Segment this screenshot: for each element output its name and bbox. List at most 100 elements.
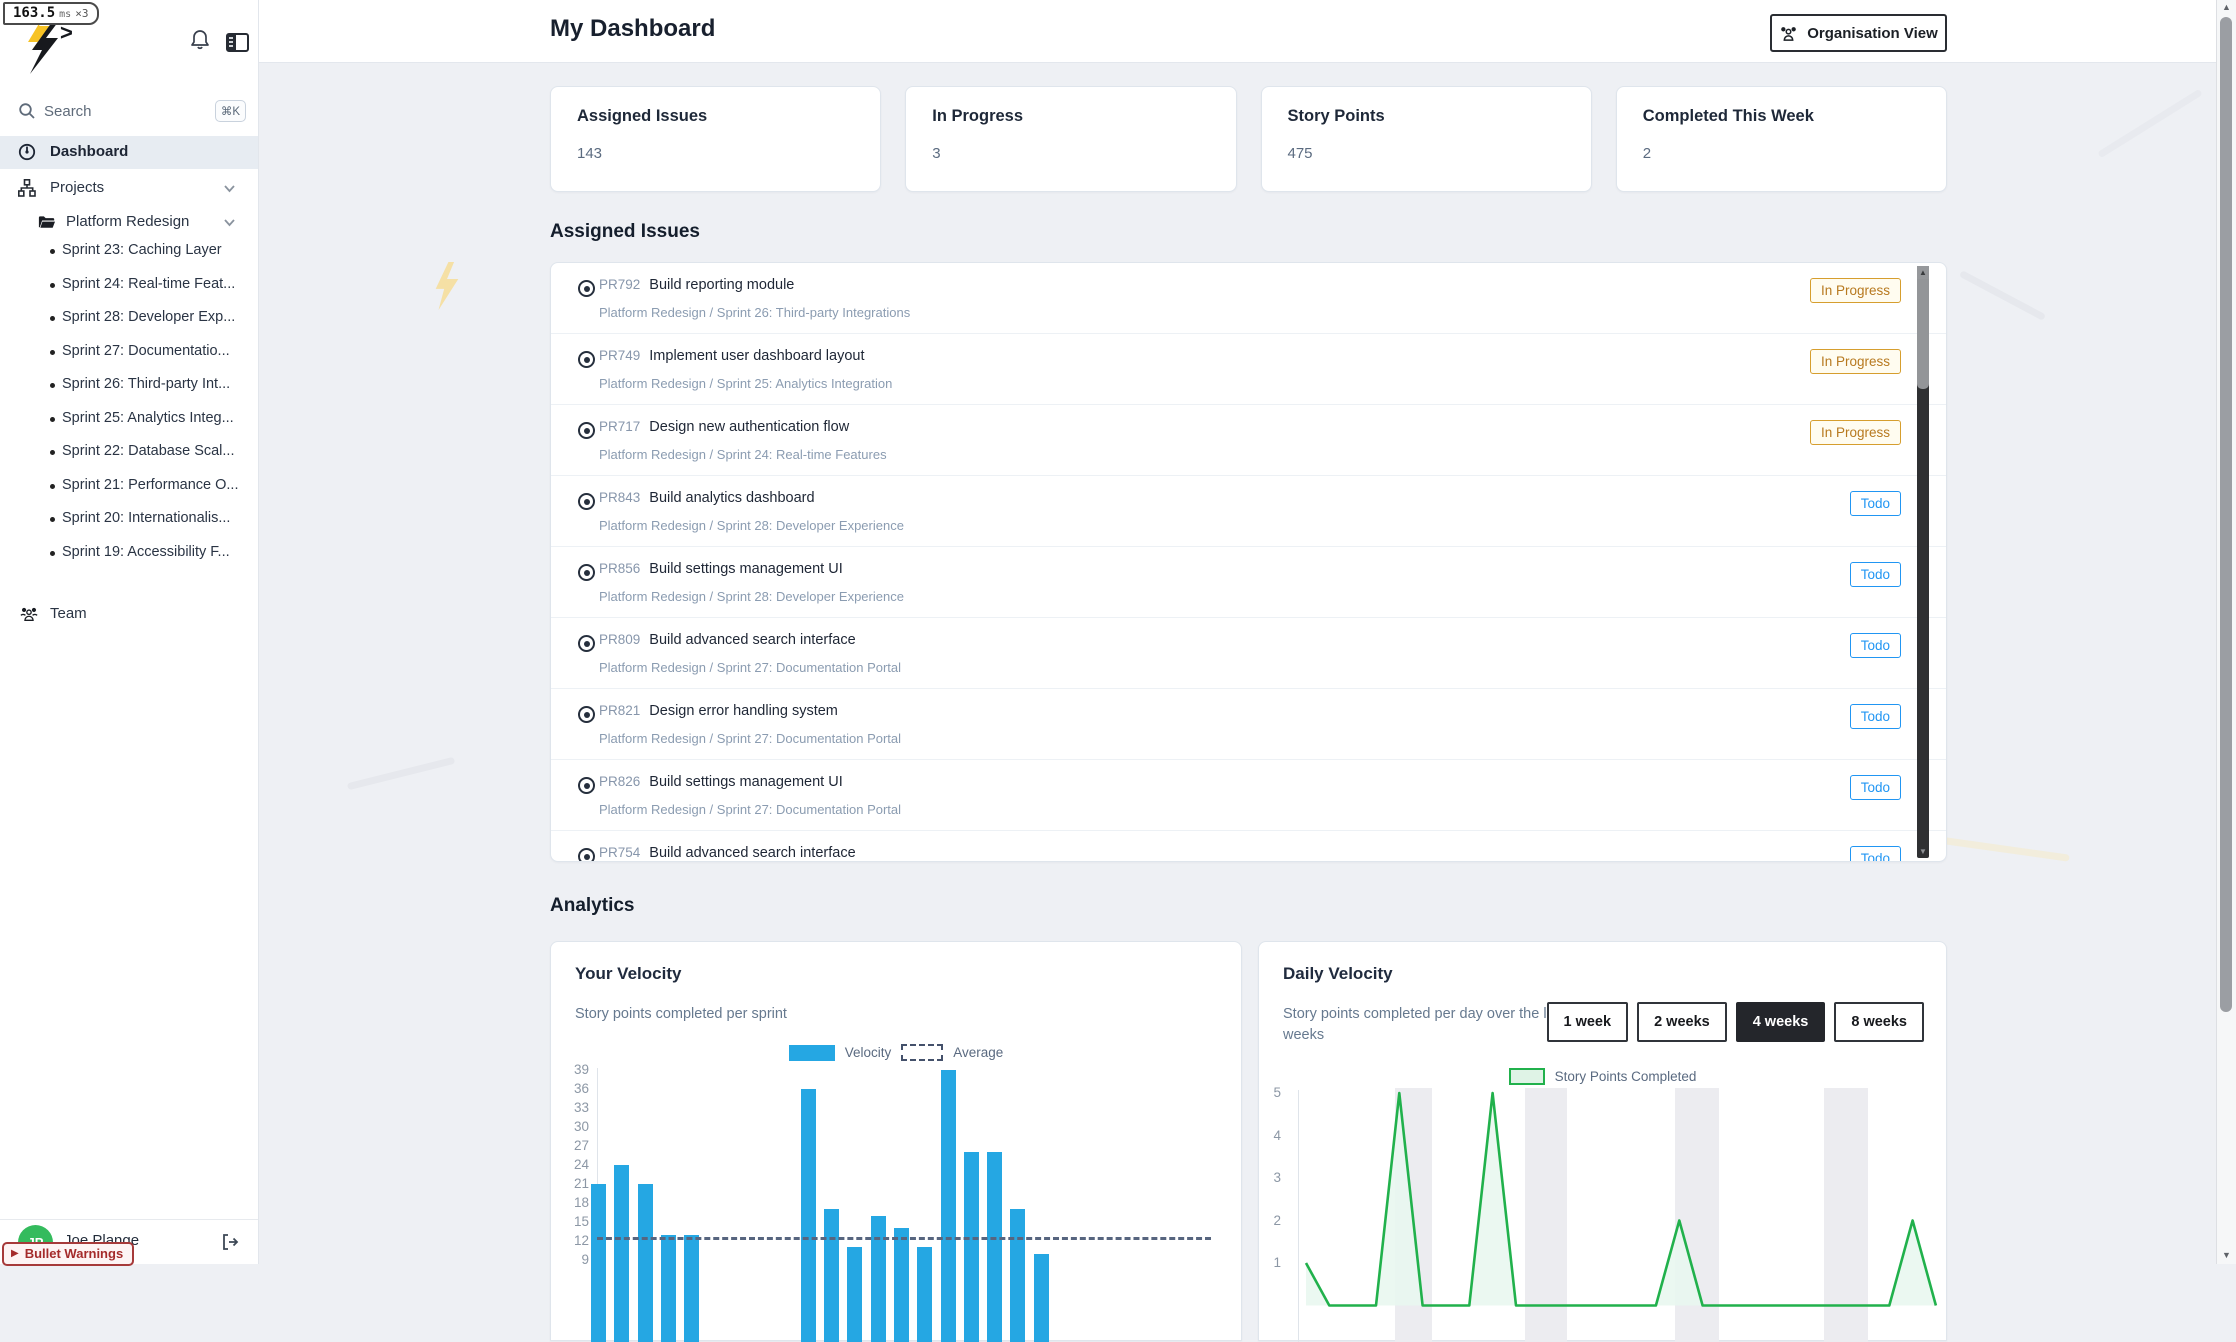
range-button[interactable]: 4 weeks (1736, 1002, 1826, 1042)
team-people-icon (20, 605, 38, 623)
issue-id: PR749 (599, 348, 640, 363)
logout-icon[interactable] (220, 1232, 240, 1252)
bullet-dot (50, 283, 55, 288)
issue-row[interactable]: PR821Design error handling system Platfor… (551, 689, 1946, 760)
range-button[interactable]: 8 weeks (1834, 1002, 1924, 1042)
y-axis-tick: 9 (551, 1252, 589, 1267)
issue-status-icon (578, 280, 595, 297)
sidebar-item-platform-redesign[interactable]: Platform Redesign (0, 206, 258, 239)
stat-value: 2 (1643, 145, 1920, 162)
notifications-bell-icon[interactable] (188, 28, 212, 52)
y-axis-tick: 36 (551, 1081, 589, 1096)
stat-label: In Progress (932, 107, 1209, 126)
search-shortcut: ⌘K (215, 100, 246, 122)
issue-row[interactable]: PR843Build analytics dashboardPlatform R… (551, 476, 1946, 547)
organisation-view-button[interactable]: Organisation View (1770, 14, 1947, 52)
issue-title-line: PR826 Build settings management UI (599, 774, 843, 790)
stat-value: 475 (1288, 145, 1565, 162)
velocity-bar (638, 1184, 653, 1342)
scroll-up-arrow-icon[interactable]: ▲ (1917, 266, 1929, 279)
issue-row[interactable]: PR754Build advanced search interfacePlat… (551, 831, 1946, 862)
stat-value: 3 (932, 145, 1209, 162)
sidebar-item-label: Projects (50, 179, 104, 196)
range-button[interactable]: 2 weeks (1637, 1002, 1727, 1042)
y-axis-tick: 15 (551, 1214, 589, 1229)
sprint-label: Sprint 19: Accessibility F... (62, 544, 230, 560)
bullet-dot (50, 417, 55, 422)
sidebar-item-sprint[interactable]: Sprint 28: Developer Exp... (0, 308, 258, 338)
sidebar-item-sprint[interactable]: Sprint 19: Accessibility F... (0, 543, 258, 573)
decor-slash (1959, 270, 2046, 321)
velocity-bar (871, 1216, 886, 1342)
sidebar-item-projects[interactable]: Projects (0, 172, 258, 205)
sidebar-item-sprint[interactable]: Sprint 20: Internationalis... (0, 509, 258, 539)
projects-hierarchy-icon (18, 179, 36, 197)
issue-title-line: PR856Build settings management UI (599, 561, 843, 577)
issue-id: PR826 (599, 774, 640, 789)
y-axis-tick: 12 (551, 1233, 589, 1248)
issue-title-line: PR821Design error handling system (599, 703, 838, 719)
velocity-bar (847, 1247, 862, 1342)
issues-scrollbar[interactable]: ▲ ▼ (1917, 266, 1929, 858)
issue-path: Platform Redesign / Sprint 24: Real-time… (599, 447, 887, 462)
status-badge: In Progress (1810, 420, 1901, 445)
sprint-label: Sprint 24: Real-time Feat... (62, 276, 235, 292)
issues-scrollbar-thumb[interactable] (1917, 279, 1929, 389)
y-axis-tick: 33 (551, 1100, 589, 1115)
organisation-view-label: Organisation View (1807, 25, 1938, 42)
bullet-dot (50, 517, 55, 522)
scroll-down-arrow-icon[interactable]: ▼ (1917, 845, 1929, 858)
issue-status-icon (578, 351, 595, 368)
sidebar-item-team[interactable]: Team (0, 598, 258, 631)
sidebar-item-sprint[interactable]: Sprint 23: Caching Layer (0, 241, 258, 271)
search-placeholder: Search (44, 103, 92, 120)
issue-row[interactable]: PR826Build settings management UIPlatfor… (551, 760, 1946, 831)
page-scrollbar[interactable]: ▲ ▼ (2216, 0, 2236, 1264)
issue-title: Implement user dashboard layout (649, 348, 864, 364)
stat-card: Completed This Week2 (1616, 86, 1947, 192)
bullet-warnings-badge[interactable]: ▶ Bullet Warnings (2, 1242, 134, 1266)
page-scrollbar-thumb[interactable] (2220, 17, 2232, 1012)
issue-path: Platform Redesign / Sprint 27: Documenta… (599, 731, 901, 746)
sidebar-item-sprint[interactable]: Sprint 27: Documentatio... (0, 342, 258, 372)
sidebar-item-sprint[interactable]: Sprint 24: Real-time Feat... (0, 275, 258, 305)
daily-velocity-card: Daily Velocity Story points completed pe… (1258, 941, 1947, 1341)
stat-card: Story Points475 (1261, 86, 1592, 192)
issue-row[interactable]: PR717Design new authentication flowPlatf… (551, 405, 1946, 476)
people-icon (1779, 26, 1798, 41)
sidebar-toggle-icon[interactable] (225, 30, 249, 54)
issue-status-icon (578, 635, 595, 652)
range-button[interactable]: 1 week (1547, 1002, 1629, 1042)
scroll-up-arrow-icon[interactable]: ▲ (2220, 2, 2233, 14)
issue-status-icon (578, 777, 595, 794)
velocity-bar (661, 1235, 676, 1342)
issue-title: Build advanced search interface (649, 845, 855, 861)
sidebar-item-sprint[interactable]: Sprint 21: Performance O... (0, 476, 258, 506)
sidebar-item-sprint[interactable]: Sprint 22: Database Scal... (0, 442, 258, 472)
stat-label: Assigned Issues (577, 107, 854, 126)
sprint-label: Sprint 27: Documentatio... (62, 343, 230, 359)
issue-row[interactable]: PR792Build reporting modulePlatform Rede… (551, 263, 1946, 334)
issue-id: PR754 (599, 845, 640, 860)
issue-row[interactable]: PR749Implement user dashboard layoutPlat… (551, 334, 1946, 405)
bullet-dot (50, 249, 55, 254)
bullet-warnings-label: Bullet Warnings (25, 1246, 123, 1261)
sidebar-item-dashboard[interactable]: Dashboard (0, 136, 258, 169)
issue-row[interactable]: PR856Build settings management UIPlatfor… (551, 547, 1946, 618)
sidebar-item-sprint[interactable]: Sprint 25: Analytics Integ... (0, 409, 258, 439)
issue-title-line: PR754 Build advanced search interface (599, 845, 856, 861)
issue-title: Build settings management UI (649, 774, 842, 790)
expand-triangle-icon: ▶ (11, 1248, 19, 1259)
issue-title: Design error handling system (649, 703, 838, 719)
bullet-dot (50, 383, 55, 388)
analytics-heading: Analytics (550, 895, 634, 917)
sidebar-item-sprint[interactable]: Sprint 26: Third-party Int... (0, 375, 258, 405)
issue-title-line: PR749 Implement user dashboard layout (599, 348, 865, 364)
velocity-bar-chart: 393633302724211815129 (551, 942, 1241, 1340)
scroll-down-arrow-icon[interactable]: ▼ (2220, 1250, 2233, 1262)
y-axis-tick: 24 (551, 1157, 589, 1172)
status-badge: Todo (1850, 704, 1901, 729)
issue-row[interactable]: PR809Build advanced search interfacePlat… (551, 618, 1946, 689)
search-input[interactable]: Search ⌘K (0, 98, 258, 128)
sidebar-item-label: Dashboard (50, 143, 128, 160)
